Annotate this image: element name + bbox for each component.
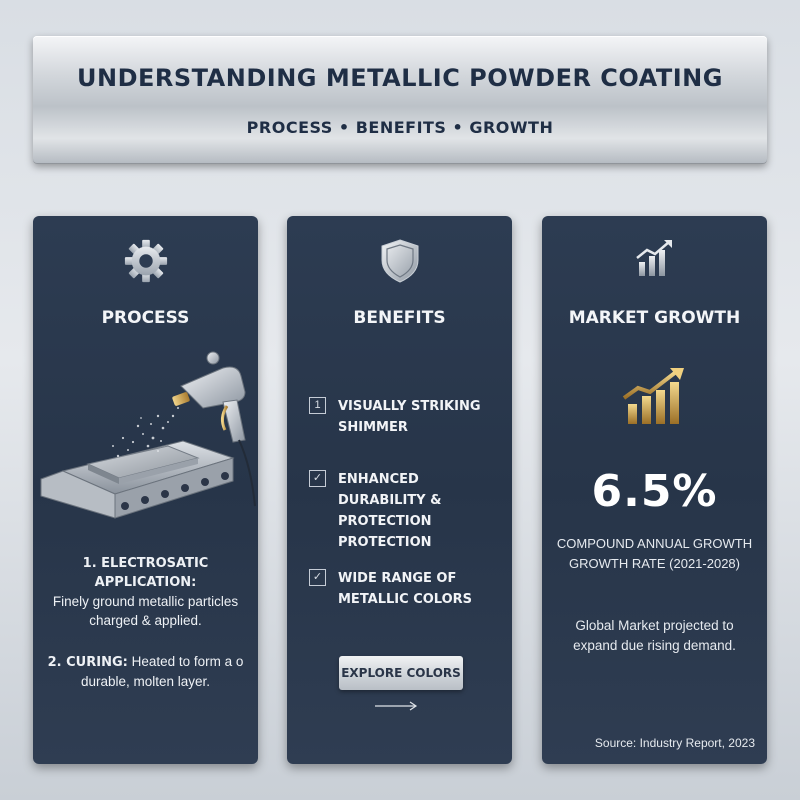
benefits-panel: BENEFITS 1 VISUALLY STRIKING SHIMMER ✓ E… — [287, 216, 512, 764]
gear-icon — [123, 238, 169, 289]
process-step-2: 2. CURING: Heated to form a o durable, m… — [41, 652, 250, 691]
cagr-value: 6.5% — [591, 466, 718, 517]
benefit-text: VISUALLY STRIKING SHIMMER — [338, 399, 481, 435]
benefit-item: 1 VISUALLY STRIKING SHIMMER — [309, 396, 504, 438]
title-banner: UNDERSTANDING METALLIC POWDER COATING PR… — [33, 36, 767, 164]
checkbox-icon: ✓ — [309, 470, 326, 487]
page-subtitle: PROCESS • BENEFITS • GROWTH — [246, 118, 554, 137]
step-2-heading: 2. CURING: — [47, 655, 128, 670]
process-title: PROCESS — [101, 308, 190, 328]
arrow-right-icon[interactable] — [375, 698, 419, 716]
explore-colors-button[interactable]: EXPLORE COLORS — [339, 656, 463, 690]
benefit-text: WIDE RANGE OF METALLIC COLORS — [338, 571, 473, 607]
step-1-text: Finely ground metallic particles charged… — [52, 594, 239, 628]
process-panel: PROCESS — [33, 216, 258, 764]
cagr-label: COMPOUND ANNUAL GROWTH GROWTH RATE (2021… — [556, 536, 753, 571]
step-2-text: Heated to form a o durable, molten layer… — [80, 654, 244, 689]
step-1-heading: 1. ELECTROSATIC APPLICATION: — [82, 556, 209, 590]
market-description: Global Market projected to expand due ri… — [573, 618, 736, 653]
market-growth-panel: MARKET GROWTH 6.5% COMPOUND ANNUAL GROWT… — [542, 216, 767, 764]
benefit-item: ✓ ENHANCED DURABILITY & PROTECTION PROTE… — [309, 469, 504, 553]
benefits-title: BENEFITS — [353, 308, 446, 328]
checkbox-icon: ✓ — [309, 569, 326, 586]
market-title: MARKET GROWTH — [568, 308, 741, 328]
benefit-text: ENHANCED DURABILITY & PROTECTION PROTECT… — [338, 472, 442, 550]
process-step-1: 1. ELECTROSATIC APPLICATION: Finely grou… — [41, 554, 250, 630]
spray-gun-conveyor-illustration — [33, 346, 258, 551]
benefit-item: ✓ WIDE RANGE OF METALLIC COLORS — [309, 568, 504, 610]
shield-icon — [380, 238, 420, 289]
number-box-icon: 1 — [309, 397, 326, 414]
page-title: UNDERSTANDING METALLIC POWDER COATING — [77, 64, 723, 92]
gold-growth-chart-icon — [620, 366, 690, 431]
source-note: Source: Industry Report, 2023 — [594, 736, 755, 750]
bar-chart-icon — [633, 238, 677, 283]
